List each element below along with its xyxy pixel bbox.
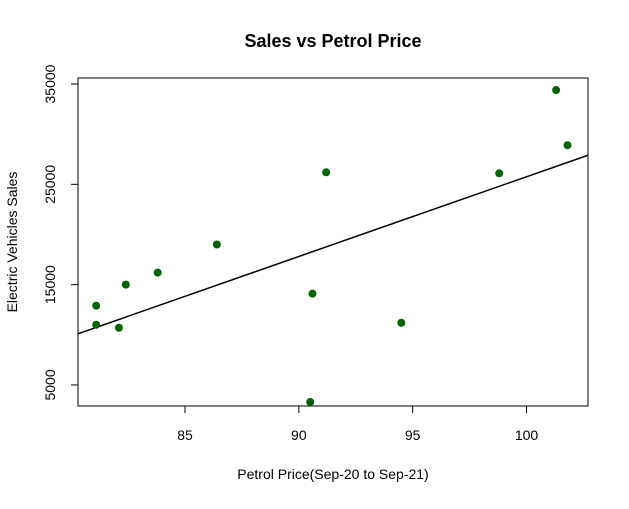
chart-title: Sales vs Petrol Price bbox=[244, 31, 421, 51]
data-point bbox=[92, 301, 101, 310]
data-point bbox=[92, 320, 101, 329]
data-point bbox=[563, 141, 572, 150]
x-tick-label: 90 bbox=[291, 427, 307, 443]
x-axis-label: Petrol Price(Sep-20 to Sep-21) bbox=[237, 466, 428, 482]
y-axis-label: Electric Vehicles Sales bbox=[4, 172, 20, 313]
trend-line bbox=[77, 154, 589, 335]
y-tick-label: 5000 bbox=[42, 369, 58, 400]
y-tick-label: 35000 bbox=[42, 64, 58, 103]
data-point bbox=[322, 168, 331, 177]
x-tick-label: 85 bbox=[177, 427, 193, 443]
x-tick-label: 95 bbox=[405, 427, 421, 443]
data-point bbox=[397, 318, 406, 327]
data-point bbox=[212, 240, 221, 249]
y-tick-label: 15000 bbox=[42, 265, 58, 304]
data-point bbox=[121, 280, 130, 289]
data-point bbox=[495, 169, 504, 178]
y-tick-label: 25000 bbox=[42, 165, 58, 204]
plot-frame bbox=[77, 77, 589, 407]
data-point bbox=[308, 289, 317, 298]
plot-area: 85 90 95 100 5000 15000 25000 35000 bbox=[42, 64, 589, 443]
data-point bbox=[153, 268, 162, 277]
x-tick-label: 100 bbox=[515, 427, 539, 443]
data-point bbox=[306, 397, 315, 406]
data-point bbox=[114, 323, 123, 332]
data-point bbox=[552, 86, 561, 95]
